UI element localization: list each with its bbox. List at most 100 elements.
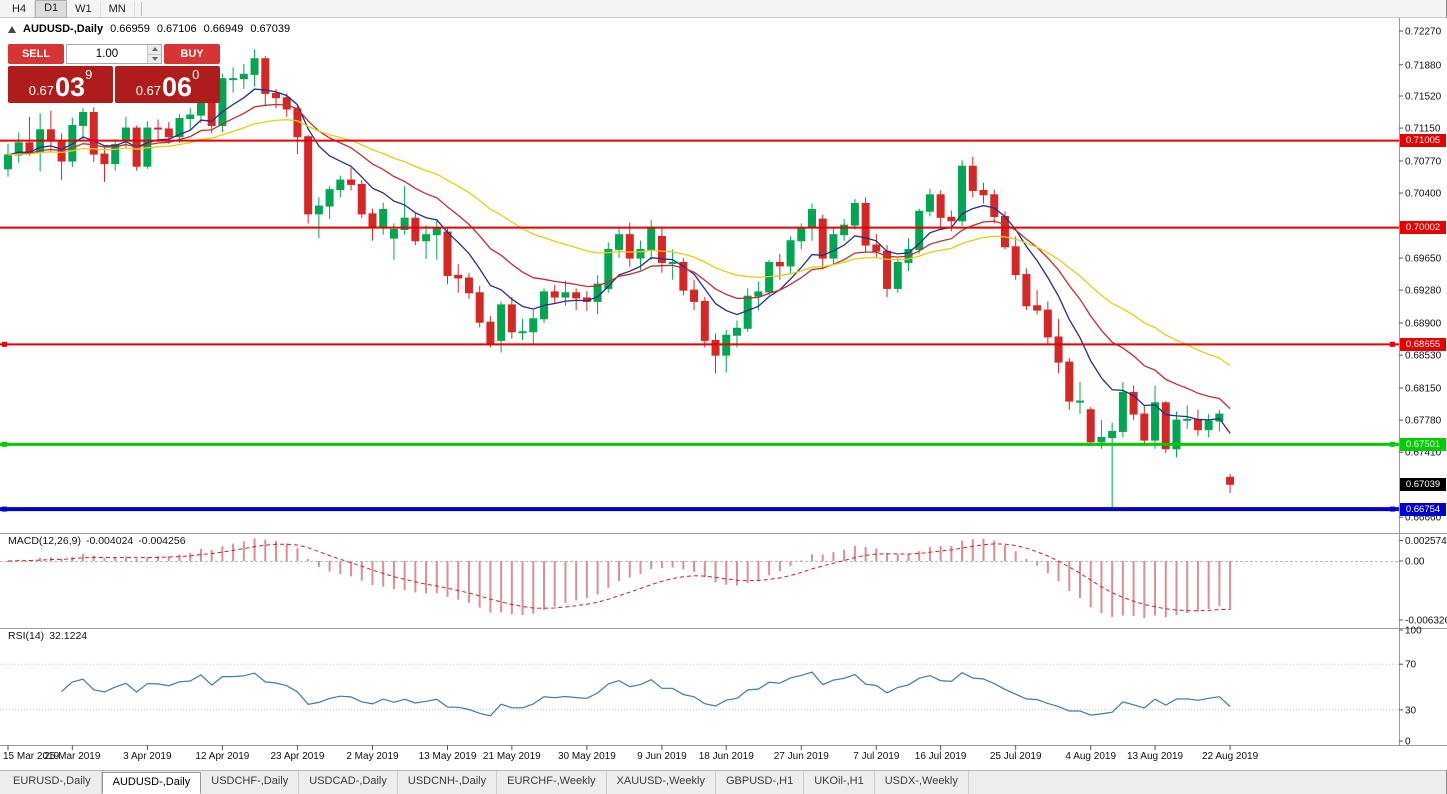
volume-down-button[interactable] [148,54,161,63]
macd-bar [832,552,835,561]
tab-ukoil-h1[interactable]: UKOil-,H1 [804,771,875,794]
macd-bar [682,561,685,570]
time-tick-label: 30 May 2019 [558,751,616,762]
hline-handle[interactable] [2,506,7,512]
candle-body [529,318,538,333]
candle-body [958,165,967,222]
candle-body [261,58,270,94]
time-tick-label: 12 Apr 2019 [195,751,249,762]
macd-bar [1164,561,1167,618]
candle-body [743,295,752,329]
tab-eurchf-weekly[interactable]: EURCHF-,Weekly [497,771,607,794]
quote-low: 0.66949 [203,23,244,35]
candle-body [561,292,570,298]
macd-bar [425,561,428,594]
macd-tick-label: 0.00 [1405,557,1425,568]
candle-body [400,217,409,230]
macd-bar [328,561,331,572]
timeframe-d1[interactable]: D1 [35,0,68,18]
volume-field[interactable]: 1.00 [66,44,162,64]
price-tag-0.70002[interactable]: 0.70002 [1400,221,1446,234]
macd-bar [939,546,942,561]
tab-xauusd-weekly[interactable]: XAUUSD-,Weekly [607,771,716,794]
candle-body [121,127,130,142]
ma-line-8 [7,88,1231,434]
macd-bar [1229,561,1232,610]
quote-high: 0.67106 [156,23,197,35]
macd-bar [735,561,738,586]
macd-bar [660,561,663,569]
tab-usdchf-daily[interactable]: USDCHF-,Daily [201,771,300,794]
candle-body [464,277,473,294]
sell-price-tile[interactable]: 0.67 03 9 [8,66,113,103]
tab-usdcad-daily[interactable]: USDCAD-,Daily [299,771,398,794]
macd-bar [1089,561,1092,608]
volume-up-button[interactable] [148,45,161,55]
tab-usdx-weekly[interactable]: USDX-,Weekly [875,771,969,794]
candle-body [925,194,934,212]
macd-bar [478,561,481,608]
price-tag-0.71005[interactable]: 0.71005 [1400,134,1446,147]
timeframe-h4[interactable]: H4 [4,0,36,17]
hline-handle[interactable] [2,441,7,447]
macd-bar [628,561,631,578]
price-tag-0.66754[interactable]: 0.66754 [1400,503,1446,516]
macd-bar [92,555,95,561]
hline-handle[interactable] [1390,441,1395,447]
macd-bar [1132,561,1135,617]
macd-bar [650,561,653,570]
candle-body [936,194,945,218]
candle-body [293,108,302,138]
hline-handle[interactable] [1390,341,1395,347]
macd-bar [1207,561,1210,610]
price-tag-0.68655[interactable]: 0.68655 [1400,338,1446,351]
macd-bar [307,559,310,561]
sell-button[interactable]: SELL [8,44,64,64]
candle-body [1086,409,1095,443]
rsi-label: RSI(14) [8,630,45,642]
timeframe-mn[interactable]: MN [101,0,135,17]
candle-body [89,111,98,155]
time-tick-label: 16 Jul 2019 [915,751,967,762]
macd-bar [232,543,235,561]
price-tick-label: 0.68900 [1405,319,1442,330]
hline-handle[interactable] [1390,506,1395,512]
candle-body [786,240,795,267]
tab-eurusd-daily[interactable]: EURUSD-,Daily [3,771,102,794]
macd-bar [971,539,974,561]
rsi-tick-label: 70 [1405,660,1417,671]
buy-price-tile[interactable]: 0.67 06 0 [115,66,220,103]
candle-body [1033,305,1042,311]
volume-value[interactable]: 1.00 [95,48,119,60]
candle-body [443,231,452,276]
price-tag-0.67501[interactable]: 0.67501 [1400,438,1446,451]
sell-price-prefix: 0.67 [28,83,55,98]
candle-body [14,142,23,156]
candle-body [314,205,323,215]
time-tick-label: 3 Apr 2019 [123,751,172,762]
candle-body [636,248,645,259]
candle-body [250,58,259,75]
hline-handle[interactable] [2,341,7,347]
price-tick-label: 0.70770 [1405,157,1442,168]
timeframe-w1[interactable]: W1 [67,0,101,17]
tab-audusd-daily[interactable]: AUDUSD-,Daily [101,772,202,794]
macd-bar [242,541,245,561]
candle-body [690,289,699,302]
candle-body [1204,420,1213,431]
macd-bar [446,561,449,597]
buy-button[interactable]: BUY [164,44,220,64]
tab-gbpusd-h1[interactable]: GBPUSD-,H1 [716,771,805,794]
volume-stepper [147,45,161,63]
candle-body [4,154,12,170]
candle-body [668,261,677,264]
macd-bar [146,557,149,561]
candle-body [357,183,366,215]
macd-bar [339,561,342,575]
candle-body [679,261,688,291]
candle-body [239,73,248,80]
candle-body [872,244,881,252]
macd-bar [1175,561,1178,616]
tab-usdcnh-daily[interactable]: USDCNH-,Daily [398,771,498,794]
